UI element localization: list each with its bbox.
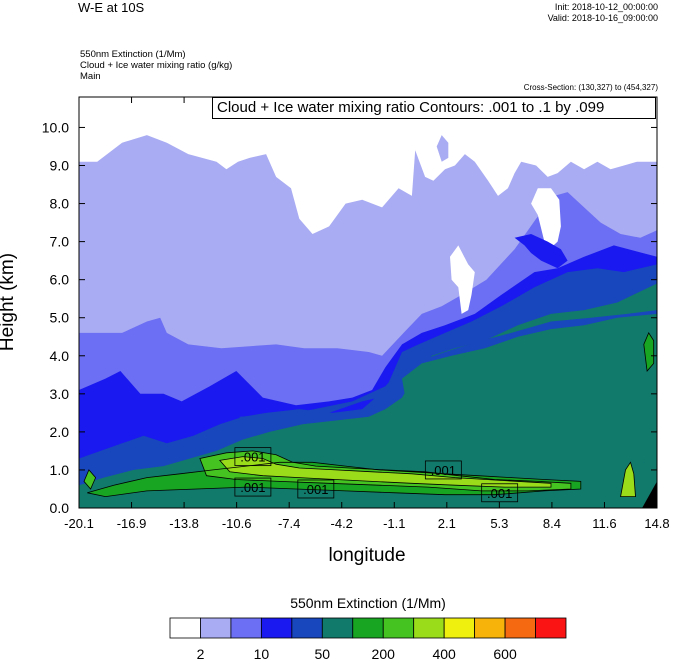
colorbar-label: 200 [372,646,396,662]
colorbar-swatch [230,617,262,639]
extinction-region-14 [436,135,449,162]
y-tick-label: 4.0 [50,348,70,364]
extinction-region-8 [620,462,636,497]
x-tick-label: -16.9 [117,516,147,531]
colorbar-swatch [352,617,384,639]
y-axis: 0.0 1.0 2.0 3.0 4.0 5.0 6.0 7.0 8.0 9.0 10.0 [42,119,657,516]
contour-line-7 [219,456,552,488]
init-time: Init: 2018-10-12_00:00:00 [554,2,658,12]
x-tick-label: -13.8 [169,516,199,531]
colorbar-label: 10 [254,646,270,662]
contour-info-box: Cloud + Ice water mixing ratio Contours:… [212,97,656,119]
colorbar-label: 2 [197,646,205,662]
y-tick-label: 7.0 [50,234,70,250]
cross-section-label: Cross-Section: (130,327) to (454,327) [523,83,658,92]
x-tick-label: 2.1 [438,516,456,531]
x-tick-label: -7.4 [278,516,300,531]
y-axis-label: Height (km) [0,252,18,352]
colorbar-label: 400 [432,646,456,662]
chart-title: W-E at 10S [78,0,145,15]
y-tick-label: 5.0 [50,310,70,326]
colorbar-swatch [321,617,354,639]
x-axis: -20.1 -16.9 -13.8 -10.6 -7.4 -4.2 -1.1 2.1 5.3 8.… [64,97,670,531]
x-tick-label: 14.8 [644,516,669,531]
y-tick-label: 3.0 [50,386,70,402]
colorbar-swatch [260,617,293,639]
colorbar-swatch [474,617,506,639]
colorbar-label: 50 [315,646,331,662]
x-tick-label: 8.4 [543,516,561,531]
y-tick-label: 6.0 [50,272,70,288]
y-tick-label: 10.0 [42,119,69,135]
x-tick-label: 11.6 [592,516,616,531]
colorbar-swatch [291,617,323,639]
extinction-region-13 [450,245,475,314]
contour-line-9 [83,469,97,490]
colorbar: 2 10 50 200 400 600 [169,617,567,662]
colorbar-swatch [382,617,415,639]
y-tick-label: 8.0 [50,196,70,212]
field-label-mixing-ratio: Cloud + Ice water mixing ratio (g/kg) [80,60,233,71]
x-tick-label: 5.3 [490,516,508,531]
extinction-fill-layer [79,97,657,508]
y-tick-label: 0.0 [50,500,70,516]
contour-line-18 [643,332,655,372]
contour-label: .001 [487,486,512,501]
colorbar-swatch [169,617,201,639]
colorbar-swatch [200,617,232,639]
contour-label-box [234,447,272,467]
contour-line-6 [199,450,572,492]
colorbar-swatch [535,617,567,639]
x-tick-label: -20.1 [64,516,94,531]
contour-label-box [481,483,519,503]
colorbar-label: 600 [493,646,517,662]
colorbar-swatch [413,617,445,639]
field-label-main: Main [80,71,101,82]
contour-line-8 [620,461,636,498]
extinction-region-11 [79,97,657,234]
extinction-region-17 [402,313,657,463]
x-tick-label: -10.6 [222,516,252,531]
contour-labels: .001 .001 .001 .001 .001 [234,447,519,503]
x-axis-label: longitude [328,545,406,566]
contour-label-box [234,477,272,497]
extinction-region-15 [514,234,568,269]
contour-label-box [297,479,335,499]
x-tick-label: -4.2 [331,516,353,531]
field-label-extinction: 550nm Extinction (1/Mm) [80,49,186,60]
extinction-region-7 [219,456,552,488]
valid-time: Valid: 2018-10-16_09:00:00 [547,13,658,23]
colorbar-swatch [443,617,476,639]
contour-label: .001 [240,450,265,465]
contour-label: .001 [240,480,265,495]
extinction-region-12 [531,188,561,250]
colorbar-title: 550nm Extinction (1/Mm) [290,595,446,611]
colorbar-swatch [504,617,536,639]
terrain-patch [642,481,657,508]
x-tick-label: -1.1 [383,516,405,531]
y-tick-label: 9.0 [50,158,70,174]
contour-label: .001 [431,463,456,478]
contour-label-box [424,460,462,480]
y-tick-label: 2.0 [50,424,70,440]
y-tick-label: 1.0 [50,462,70,478]
contour-label: .001 [303,482,328,497]
